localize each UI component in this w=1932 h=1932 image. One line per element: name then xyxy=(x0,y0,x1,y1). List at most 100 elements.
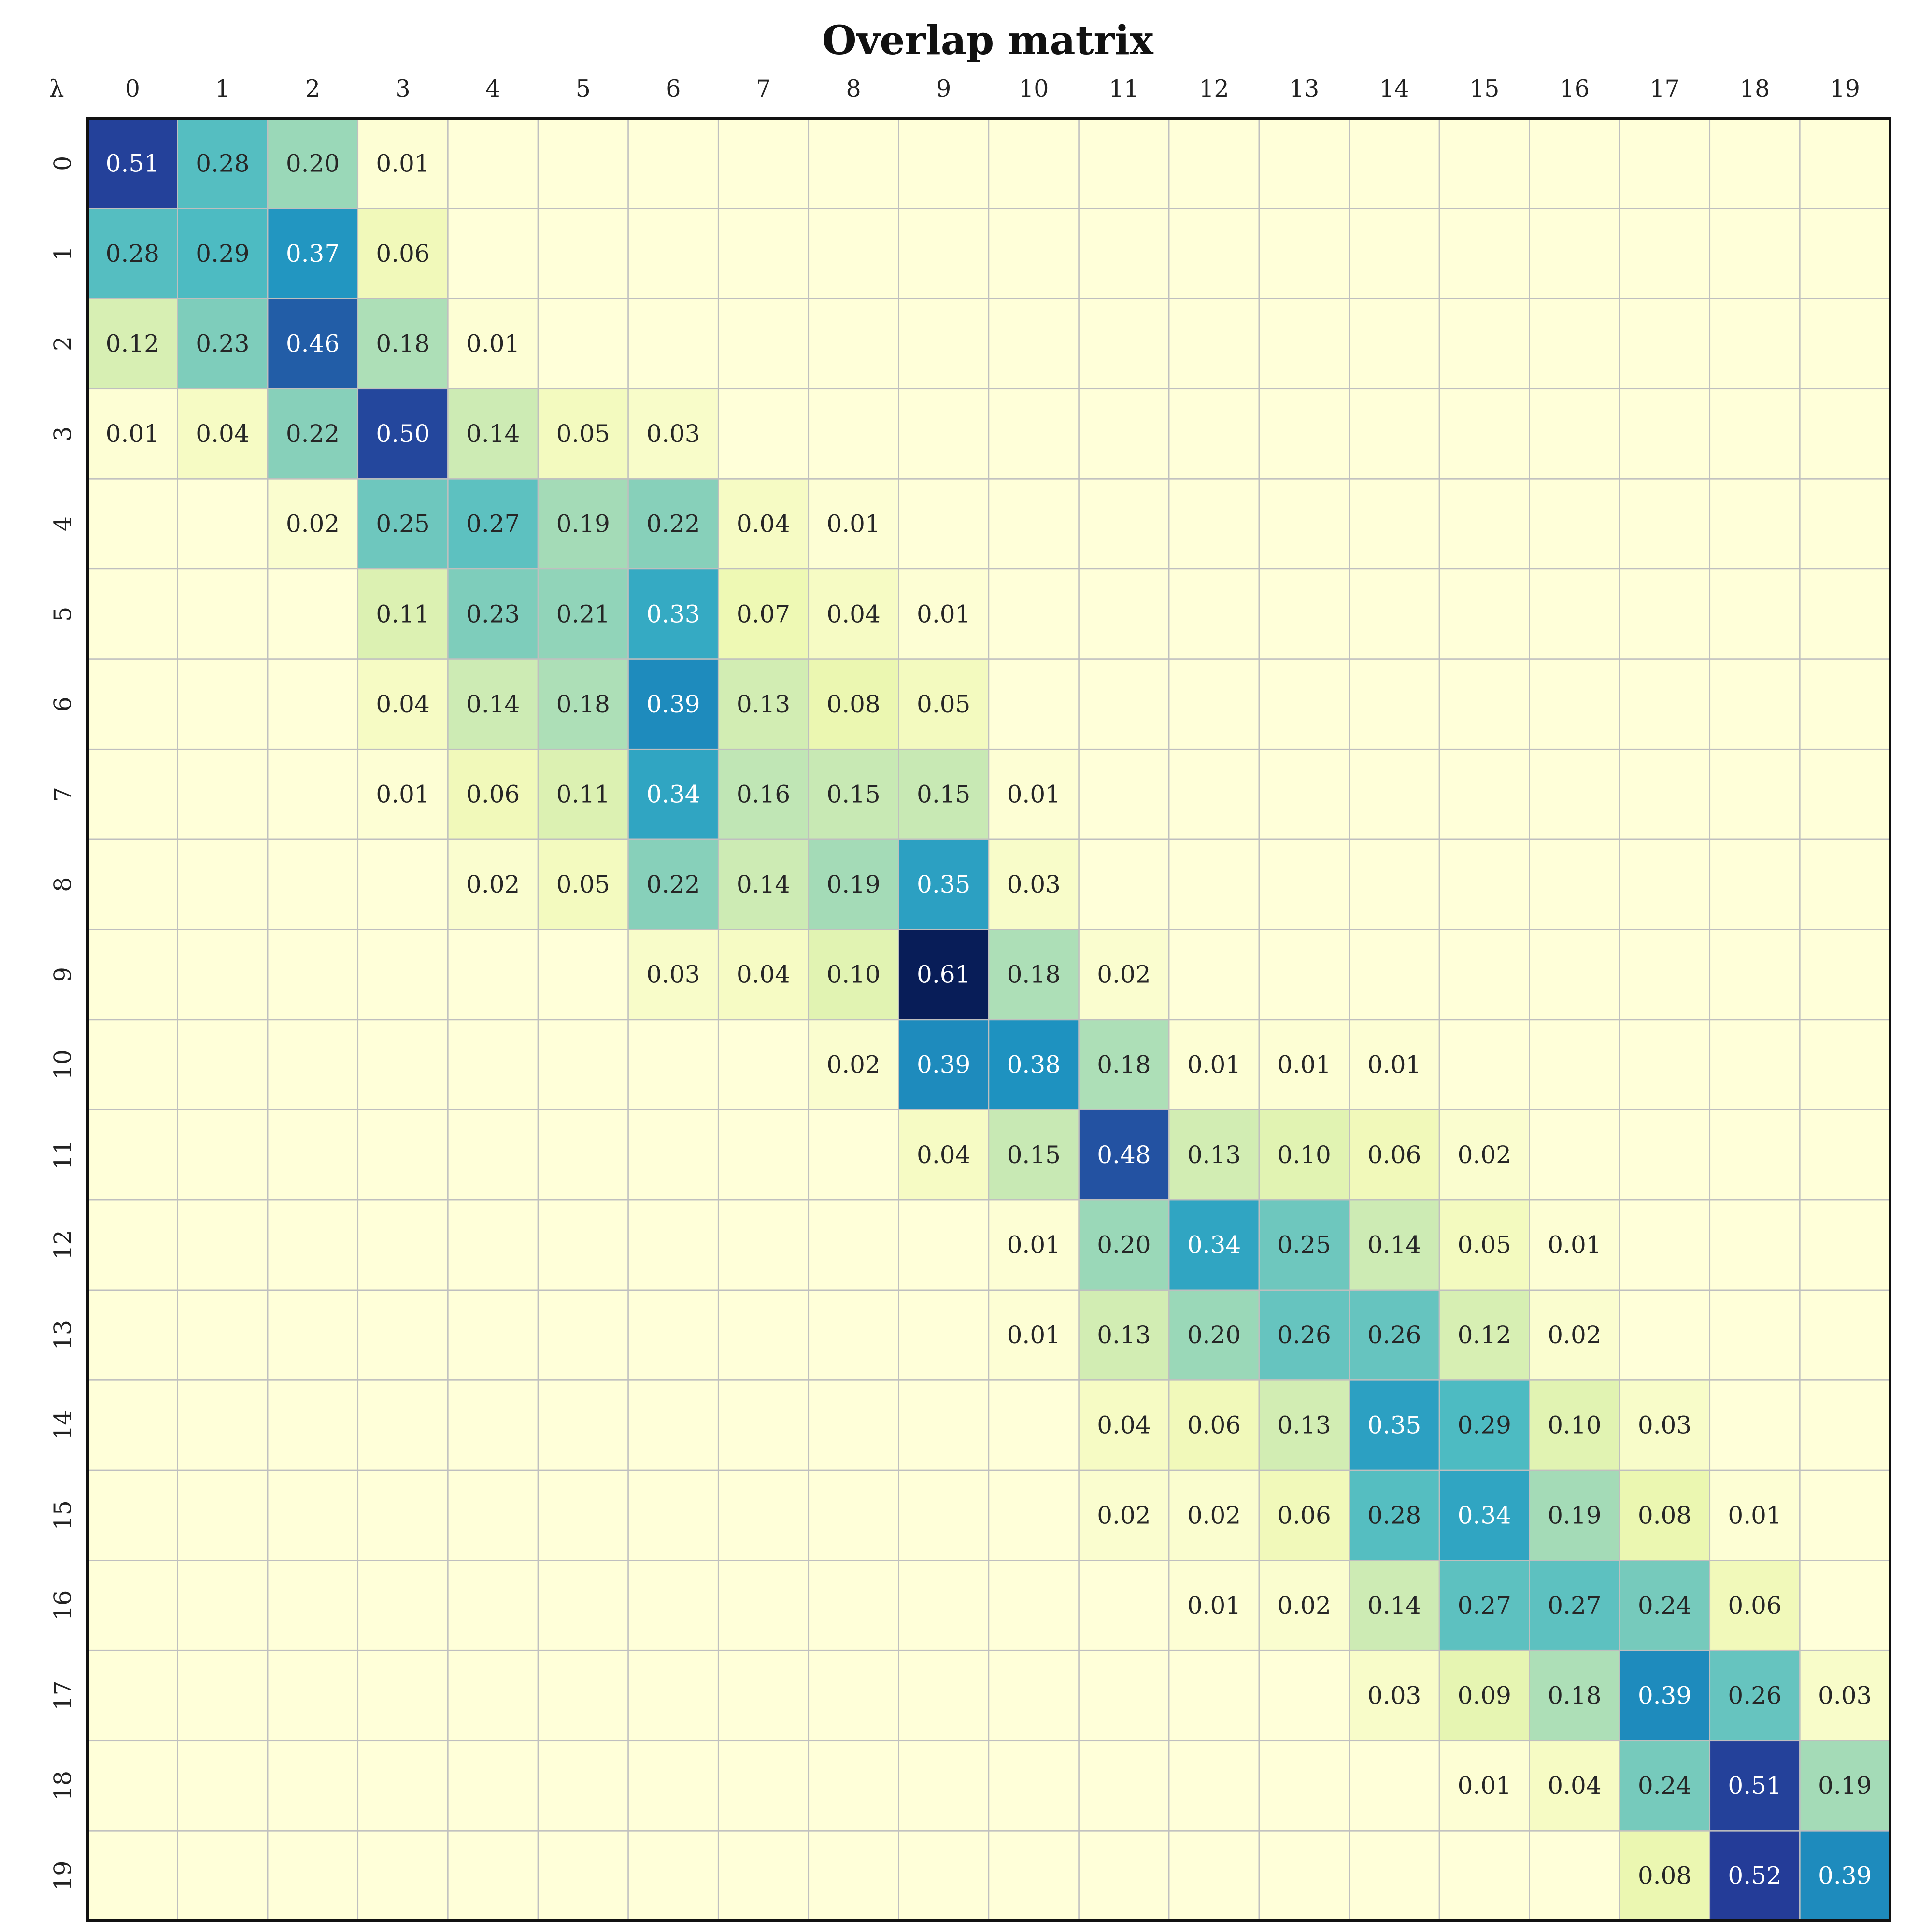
heatmap-cell-r6-c0 xyxy=(86,658,178,750)
heatmap-cell-r18-c9 xyxy=(898,1740,990,1832)
heatmap-cell-r14-c0 xyxy=(86,1379,178,1471)
heatmap-cell-r15-c1 xyxy=(177,1469,269,1561)
heatmap-cell-r18-c18 xyxy=(1709,1740,1801,1832)
y-tick-label-2: 2 xyxy=(49,336,77,351)
cell-value-label-r5-c3: 0.11 xyxy=(376,600,429,628)
heatmap-cell-r6-c7 xyxy=(717,658,810,750)
heatmap-cell-r3-c8 xyxy=(808,388,899,480)
heatmap-cell-r2-c5 xyxy=(537,298,629,390)
heatmap-cell-r19-c5 xyxy=(537,1830,629,1922)
heatmap-cell-r13-c18 xyxy=(1709,1289,1801,1381)
heatmap-cell-r18-c4 xyxy=(447,1740,539,1832)
heatmap-cell-r6-c1 xyxy=(177,658,269,750)
heatmap-cell-r9-c19 xyxy=(1799,929,1891,1021)
heatmap-cell-r18-c10 xyxy=(988,1740,1080,1832)
heatmap-cell-r19-c2 xyxy=(267,1830,359,1922)
cell-value-label-r4-c7: 0.04 xyxy=(737,510,790,538)
heatmap-cell-r19-c10 xyxy=(988,1830,1080,1922)
heatmap-cell-r16-c1 xyxy=(177,1560,269,1651)
heatmap-cell-r10-c14 xyxy=(1349,1019,1440,1110)
cell-value-label-r14-c17: 0.03 xyxy=(1638,1411,1691,1439)
cell-value-label-r12-c13: 0.25 xyxy=(1277,1231,1331,1259)
y-tick-label-15: 15 xyxy=(49,1500,77,1530)
y-tick-label-19: 19 xyxy=(49,1861,77,1891)
heatmap-cell-r1-c10 xyxy=(988,208,1080,299)
cell-value-label-r11-c13: 0.10 xyxy=(1277,1141,1331,1169)
heatmap-cell-r13-c15 xyxy=(1438,1289,1530,1381)
cell-value-label-r11-c15: 0.02 xyxy=(1458,1141,1511,1169)
heatmap-cell-r10-c2 xyxy=(267,1019,359,1110)
cell-value-label-r4-c5: 0.19 xyxy=(556,510,610,538)
heatmap-cell-r16-c18 xyxy=(1709,1560,1801,1651)
x-tick-label-5: 5 xyxy=(576,75,591,102)
heatmap-cell-r5-c16 xyxy=(1529,568,1620,660)
heatmap-cell-r8-c11 xyxy=(1078,838,1170,930)
cell-value-label-r1-c0: 0.28 xyxy=(106,240,159,268)
heatmap-cell-r15-c18 xyxy=(1709,1469,1801,1561)
heatmap-cell-r1-c4 xyxy=(447,208,539,299)
heatmap-cell-r15-c9 xyxy=(898,1469,990,1561)
heatmap-cell-r9-c5 xyxy=(537,929,629,1021)
heatmap-cell-r4-c0 xyxy=(86,478,178,570)
x-tick-label-1: 1 xyxy=(215,75,230,102)
heatmap-cell-r6-c12 xyxy=(1168,658,1260,750)
cell-value-label-r12-c12: 0.34 xyxy=(1187,1231,1241,1259)
heatmap-cell-r15-c12 xyxy=(1168,1469,1260,1561)
heatmap-cell-r9-c16 xyxy=(1529,929,1620,1021)
cell-value-label-r3-c3: 0.50 xyxy=(376,420,429,448)
cell-value-label-r13-c15: 0.12 xyxy=(1458,1321,1511,1349)
heatmap-cell-r8-c18 xyxy=(1709,838,1801,930)
heatmap-cell-r1-c5 xyxy=(537,208,629,299)
heatmap-cell-r17-c9 xyxy=(898,1649,990,1742)
cell-value-label-r8-c8: 0.19 xyxy=(826,870,880,898)
heatmap-cell-r13-c17 xyxy=(1619,1289,1711,1381)
x-tick-label-16: 16 xyxy=(1560,75,1590,102)
heatmap-cell-r12-c6 xyxy=(627,1199,719,1291)
cell-value-label-r5-c8: 0.04 xyxy=(826,600,880,628)
heatmap-cell-r17-c16 xyxy=(1529,1649,1620,1742)
heatmap-cell-r2-c11 xyxy=(1078,298,1170,390)
heatmap-cell-r13-c10 xyxy=(988,1289,1080,1381)
heatmap-cell-r14-c14 xyxy=(1349,1379,1440,1471)
heatmap-cell-r18-c5 xyxy=(537,1740,629,1832)
heatmap-cell-r1-c14 xyxy=(1349,208,1440,299)
heatmap-cell-r4-c16 xyxy=(1529,478,1620,570)
heatmap-cell-r0-c15 xyxy=(1438,117,1530,209)
heatmap-cell-r7-c2 xyxy=(267,748,359,840)
heatmap-cell-r0-c0 xyxy=(86,117,178,209)
heatmap-cell-r9-c17 xyxy=(1619,929,1711,1021)
cell-value-label-r13-c14: 0.26 xyxy=(1367,1321,1421,1349)
heatmap-cell-r1-c0 xyxy=(86,208,178,299)
heatmap-cell-r16-c7 xyxy=(717,1560,810,1651)
heatmap-cell-r9-c10 xyxy=(988,929,1080,1021)
heatmap-cell-r7-c10 xyxy=(988,748,1080,840)
heatmap-cell-r8-c10 xyxy=(988,838,1080,930)
y-tick-label-1: 1 xyxy=(49,246,77,261)
heatmap-cell-r0-c18 xyxy=(1709,117,1801,209)
heatmap-cell-r18-c11 xyxy=(1078,1740,1170,1832)
cell-value-label-r6-c5: 0.18 xyxy=(556,690,610,718)
heatmap-cell-r7-c3 xyxy=(357,748,449,840)
heatmap-cell-r1-c7 xyxy=(717,208,810,299)
heatmap-cell-r3-c16 xyxy=(1529,388,1620,480)
heatmap-cell-r12-c8 xyxy=(808,1199,899,1291)
heatmap-cell-r1-c17 xyxy=(1619,208,1711,299)
heatmap-cell-r4-c11 xyxy=(1078,478,1170,570)
x-tick-label-4: 4 xyxy=(485,75,500,102)
cell-value-label-r18-c16: 0.04 xyxy=(1548,1772,1601,1800)
heatmap-cell-r6-c16 xyxy=(1529,658,1620,750)
heatmap-cell-r2-c12 xyxy=(1168,298,1260,390)
heatmap-cell-r14-c11 xyxy=(1078,1379,1170,1471)
heatmap-cell-r12-c14 xyxy=(1349,1199,1440,1291)
heatmap-cell-r15-c6 xyxy=(627,1469,719,1561)
heatmap-cell-r17-c7 xyxy=(717,1649,810,1742)
x-tick-label-3: 3 xyxy=(396,75,411,102)
heatmap-cell-r6-c5 xyxy=(537,658,629,750)
heatmap-cell-r11-c8 xyxy=(808,1109,899,1201)
heatmap-cell-r7-c19 xyxy=(1799,748,1891,840)
cell-value-label-r4-c6: 0.22 xyxy=(646,510,700,538)
heatmap-cell-r4-c12 xyxy=(1168,478,1260,570)
cell-value-label-r13-c13: 0.26 xyxy=(1277,1321,1331,1349)
cell-value-label-r10-c13: 0.01 xyxy=(1277,1051,1331,1079)
heatmap-cell-r8-c7 xyxy=(717,838,810,930)
